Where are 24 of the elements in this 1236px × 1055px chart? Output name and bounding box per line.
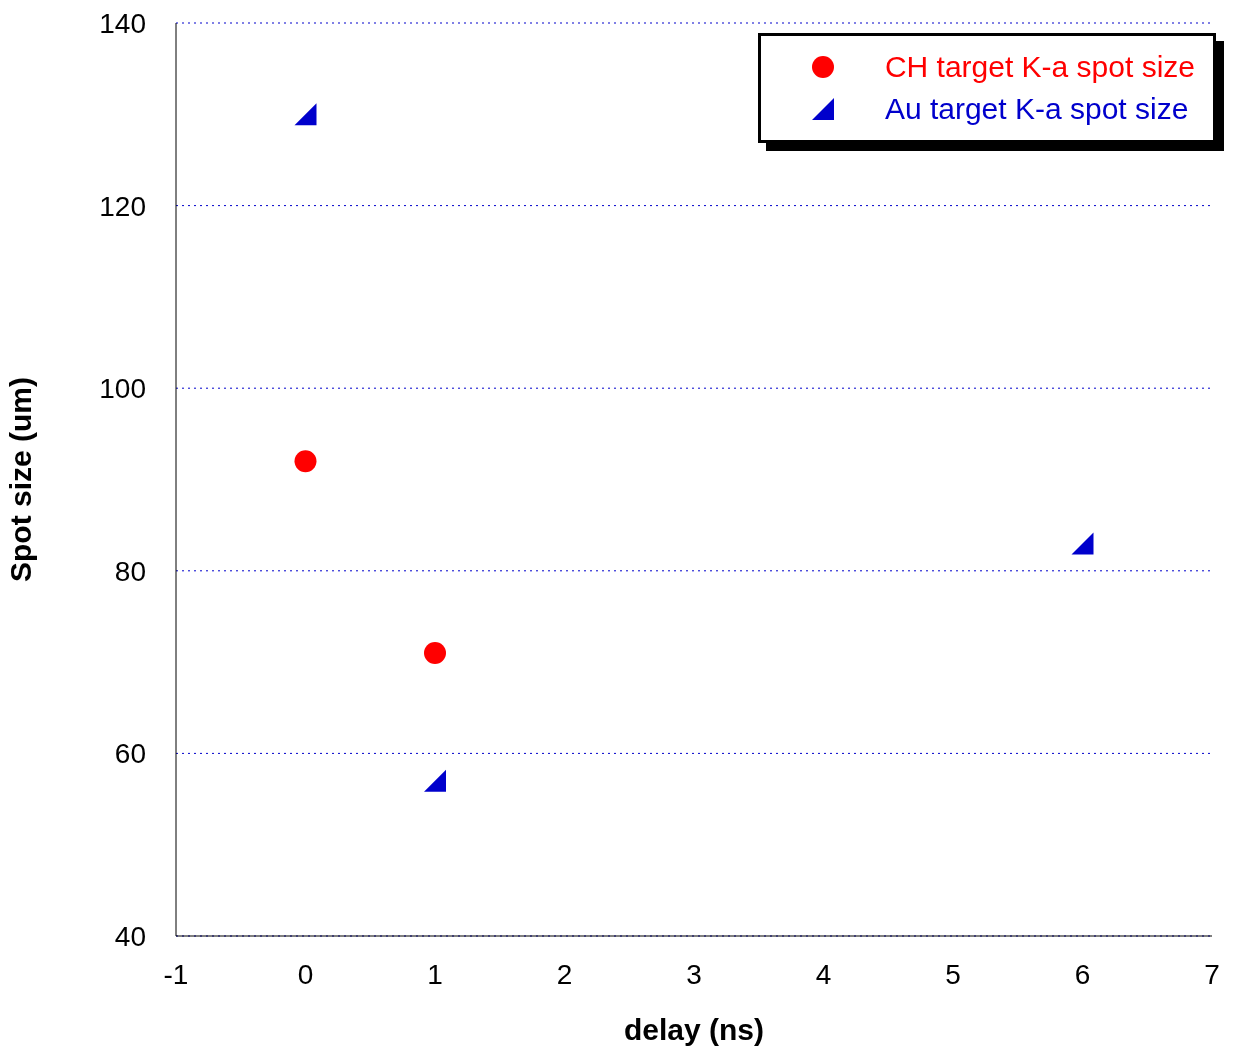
y-tick-label: 120 (99, 190, 146, 222)
x-tick-label: 7 (1204, 958, 1220, 990)
x-tick-label: -1 (163, 958, 189, 990)
x-tick-label: 5 (945, 958, 961, 990)
point (424, 641, 446, 664)
x-axis-title: delay (ns) (623, 1013, 765, 1046)
y-tick-label: 40 (114, 920, 146, 952)
x-tick-label: 3 (686, 958, 702, 990)
x-tick-label: 2 (556, 958, 573, 990)
y-tick-label: 60 (114, 738, 146, 770)
x-tick-label: 6 (1074, 958, 1091, 990)
y-axis-title: Spot size (um) (3, 376, 37, 583)
point (294, 450, 317, 473)
legend-label: CH target K-a spot size (884, 50, 1195, 84)
y-tick-label: 140 (99, 7, 146, 39)
legend-label: Au target K-a spot size (884, 92, 1189, 126)
point (1071, 532, 1094, 555)
y-tick-label: 80 (114, 555, 146, 587)
y-tick-label: 100 (99, 373, 146, 405)
x-tick-label: 0 (297, 958, 314, 990)
x-tick-label: 1 (427, 958, 443, 990)
point (294, 103, 317, 126)
point (424, 769, 446, 792)
x-tick-label: 4 (815, 958, 832, 990)
